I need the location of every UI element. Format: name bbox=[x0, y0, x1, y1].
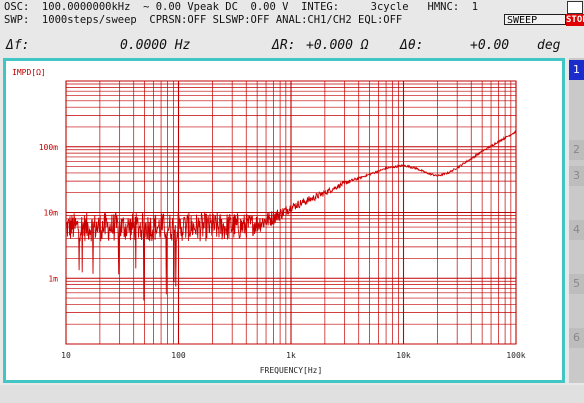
trace-button-3[interactable]: 3 bbox=[569, 166, 584, 186]
x-tick-label: 100 bbox=[171, 351, 186, 360]
delta-theta-value: +0.00 bbox=[470, 38, 510, 53]
oscillator-status-line: OSC: 100.0000000kHz ~ 0.00 Vpeak DC 0.00… bbox=[4, 1, 479, 13]
plot-frame: IMPD[Ω] 100m 10m 1m 10 100 1k 10k 100k FREQUENCY[… bbox=[3, 58, 565, 383]
trace-button-1[interactable]: 1 bbox=[569, 60, 584, 80]
x-tick-label: 1k bbox=[286, 351, 296, 360]
delta-r-value: +0.000 Ω bbox=[306, 38, 369, 53]
status-header: OSC: 100.0000000kHz ~ 0.00 Vpeak DC 0.00… bbox=[0, 0, 584, 57]
impedance-chart: IMPD[Ω] 100m 10m 1m 10 100 1k 10k 100k FREQUENCY[… bbox=[6, 61, 562, 380]
delta-r-label: ΔR: bbox=[272, 38, 296, 53]
trace-button-6[interactable]: 6 bbox=[569, 328, 584, 348]
footer-bar bbox=[0, 385, 584, 403]
impedance-trace bbox=[65, 129, 517, 301]
trace-button-5[interactable]: 5 bbox=[569, 274, 584, 294]
delta-f-value: 0.0000 Hz bbox=[120, 38, 191, 53]
x-tick-label: 100k bbox=[506, 351, 525, 360]
x-tick-label: 10k bbox=[396, 351, 411, 360]
x-tick-label: 10 bbox=[61, 351, 71, 360]
delta-theta-unit: deg bbox=[537, 38, 561, 53]
x-axis-title: FREQUENCY[Hz] bbox=[260, 366, 323, 375]
plot-area[interactable]: IMPD[Ω] 100m 10m 1m 10 100 1k 10k 100k FREQUENCY[… bbox=[6, 61, 562, 380]
stop-status-badge: STOP bbox=[566, 14, 584, 26]
y-tick-label: 10m bbox=[44, 209, 59, 218]
trace-button-4[interactable]: 4 bbox=[569, 220, 584, 240]
y-tick-label: 100m bbox=[39, 143, 58, 152]
hmnc-indicator bbox=[567, 1, 583, 14]
y-tick-label: 1m bbox=[48, 274, 58, 283]
sweep-mode-indicator: SWEEP bbox=[504, 14, 566, 26]
trace-selector-bar: 1 2 3 4 5 6 bbox=[569, 58, 584, 383]
delta-f-label: Δf: bbox=[6, 38, 30, 53]
y-axis-title: IMPD[Ω] bbox=[12, 68, 46, 77]
trace-button-2[interactable]: 2 bbox=[569, 140, 584, 160]
delta-theta-label: Δθ: bbox=[400, 38, 424, 53]
plot-border bbox=[65, 80, 517, 345]
sweep-status-line: SWP: 1000steps/sweep CPRSN:OFF SLSWP:OFF… bbox=[4, 14, 403, 26]
